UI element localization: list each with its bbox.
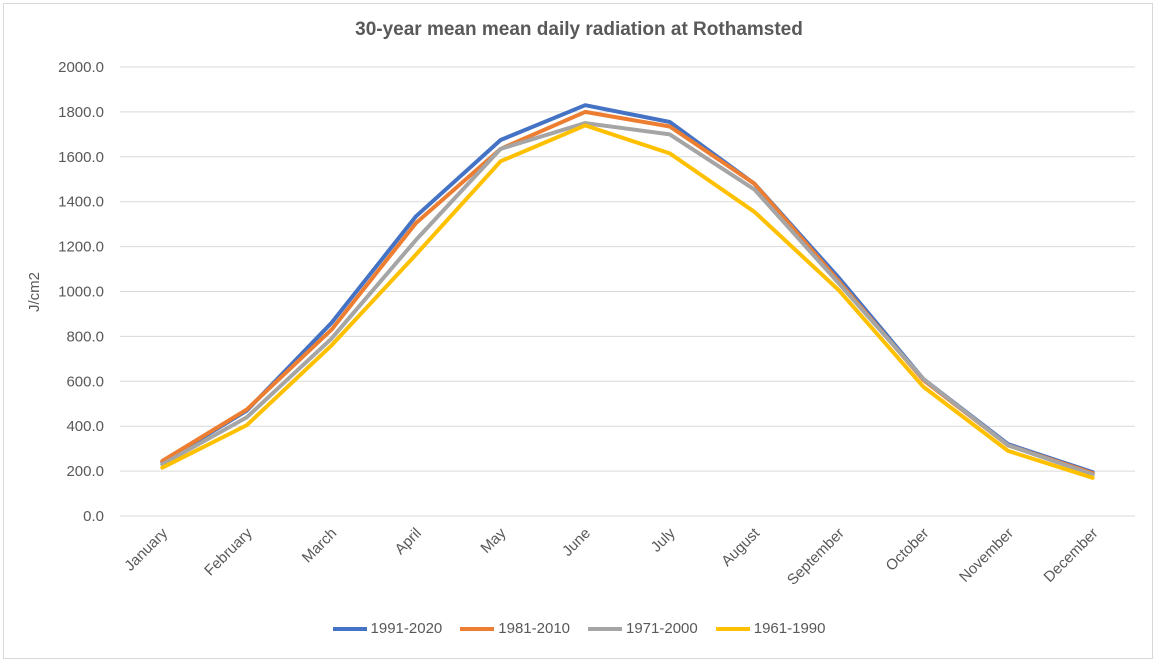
legend-item: 1981-2010 [460, 620, 570, 637]
x-tick-label: May [477, 524, 509, 556]
y-tick-label: 200.0 [66, 463, 104, 480]
legend-item: 1971-2000 [588, 620, 698, 637]
legend-swatch [460, 626, 495, 631]
y-axis-label: J/cm2 [26, 272, 43, 312]
x-tick-label: August [718, 524, 764, 570]
x-tick-label: April [392, 525, 425, 558]
legend-swatch [332, 626, 367, 631]
x-tick-label: July [648, 524, 679, 555]
y-tick-label: 400.0 [66, 418, 104, 435]
legend-item: 1961-1990 [715, 620, 826, 637]
x-tick-label: November [956, 525, 1017, 586]
x-tick-label: October [883, 525, 933, 575]
legend-label: 1981-2010 [498, 620, 570, 637]
series-line-1971-2000 [160, 121, 1095, 477]
x-tick-label: February [201, 524, 256, 579]
y-tick-label: 600.0 [66, 373, 104, 390]
x-tick-label: September [784, 525, 848, 589]
y-tick-label: 1600.0 [58, 149, 104, 166]
series-line-1991-2020 [160, 103, 1095, 475]
x-tick-label: March [299, 525, 340, 566]
y-tick-label: 0.0 [83, 508, 104, 525]
legend-item: 1991-2020 [332, 620, 443, 637]
x-tick-label: January [121, 524, 171, 574]
legend-swatch [588, 626, 622, 631]
legend-label: 1961-1990 [753, 620, 826, 637]
y-tick-label: 1400.0 [58, 194, 104, 211]
legend-label: 1971-2000 [626, 620, 698, 637]
y-tick-label: 1200.0 [58, 239, 104, 256]
y-tick-label: 2000.0 [58, 59, 104, 76]
series-line-1981-2010 [160, 109, 1095, 476]
x-tick-label: June [559, 525, 594, 560]
y-tick-label: 1000.0 [58, 284, 104, 301]
legend-label: 1991-2020 [370, 620, 443, 637]
y-tick-label: 800.0 [66, 328, 104, 345]
legend: 1991-2020 1981-2010 1971-2000 1961-1990 [0, 620, 1158, 637]
legend-swatch [715, 626, 750, 631]
x-tick-label: December [1041, 525, 1102, 586]
series-line-1961-1990 [160, 123, 1095, 480]
y-tick-label: 1800.0 [58, 104, 104, 121]
chart-title: 30-year mean mean daily radiation at Rot… [355, 19, 803, 40]
